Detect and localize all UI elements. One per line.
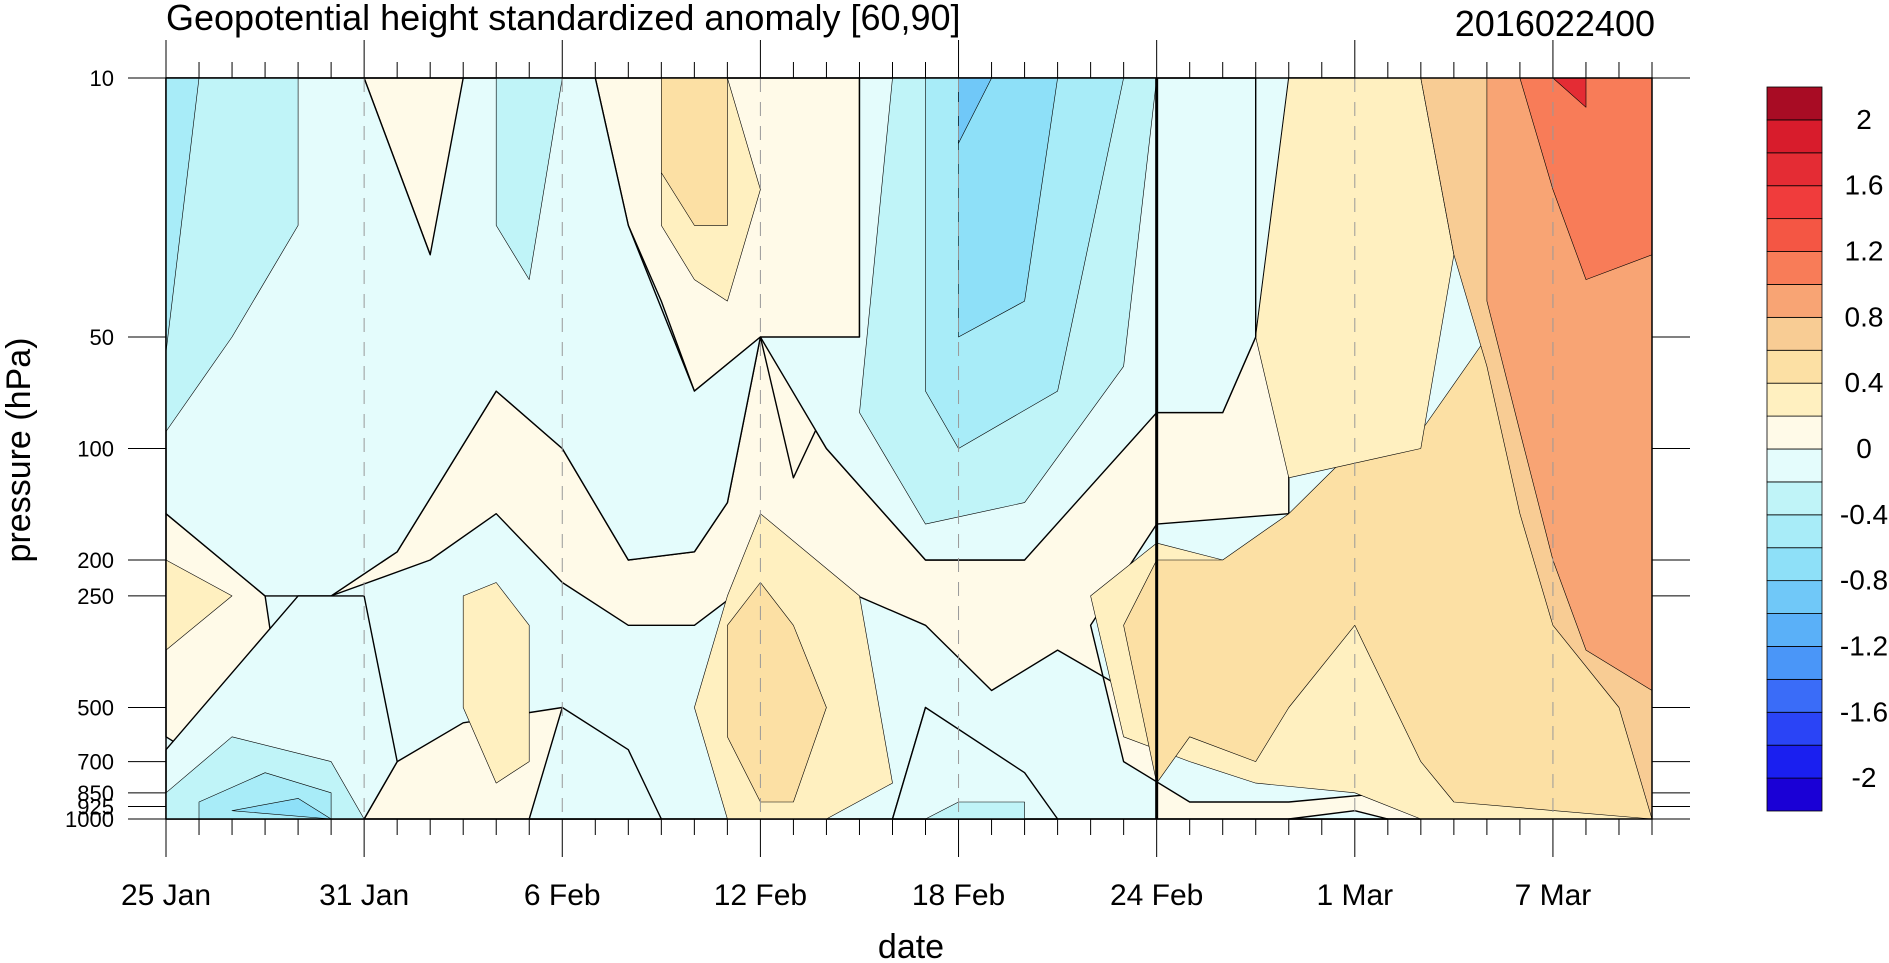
y-tick-label: 50 (90, 325, 114, 350)
colorbar-swatch (1766, 86, 1823, 121)
colorbar-label: -1.6 (1840, 696, 1888, 727)
colorbar-swatch (1766, 152, 1823, 187)
colorbar-label: 1.2 (1845, 236, 1884, 267)
colorbar-swatch (1766, 251, 1823, 285)
x-tick-label: 25 Jan (121, 879, 211, 912)
y-tick-label: 925 (77, 794, 114, 819)
colorbar (1766, 86, 1823, 812)
x-tick-label: 24 Feb (1110, 879, 1203, 912)
contour-region-10 (727, 582, 827, 803)
colorbar-label: 1.6 (1845, 170, 1884, 201)
colorbar-swatch (1766, 316, 1823, 351)
colorbar-swatch (1766, 744, 1823, 779)
x-tick-label: 1 Mar (1316, 879, 1393, 912)
x-tick-label: 7 Mar (1515, 879, 1592, 912)
colorbar-swatch (1766, 448, 1823, 483)
y-axis-title: pressure (hPa) (0, 338, 38, 563)
colorbar-swatch (1766, 678, 1823, 713)
y-tick-label: 700 (77, 750, 114, 775)
contour-region-30 (231, 798, 332, 820)
x-tick-label: 18 Feb (912, 879, 1005, 912)
contour-regions (165, 77, 1653, 820)
x-axis-ticks: 25 Jan 31 Jan 6 Feb 12 Feb 18 Feb 24 Feb 1 Mar… (121, 40, 1653, 912)
colorbar-labels: 2 1.6 1.2 0.8 0.4 0 -0.4 -0.8 -1.2 -1.6 -2 (1840, 104, 1888, 793)
colorbar-swatch (1766, 646, 1823, 680)
y-tick-label: 10 (90, 66, 114, 91)
date-stamp: 2016022400 (1455, 3, 1655, 44)
x-axis-title: date (878, 928, 944, 963)
colorbar-swatch (1766, 349, 1823, 384)
colorbar-swatch (1766, 514, 1823, 549)
colorbar-swatch (1766, 580, 1823, 614)
y-tick-label: 100 (77, 437, 114, 462)
contour-region-8 (462, 582, 530, 784)
colorbar-swatch (1766, 382, 1823, 417)
x-tick-label: 31 Jan (319, 879, 409, 912)
colorbar-swatch (1766, 119, 1823, 154)
colorbar-label: -1.2 (1840, 630, 1888, 661)
chart-title: Geopotential height standardized anomaly… (166, 0, 961, 38)
colorbar-label: -2 (1852, 762, 1877, 793)
colorbar-swatch (1766, 185, 1823, 220)
x-tick-label: 12 Feb (714, 879, 807, 912)
colorbar-swatch (1766, 547, 1823, 582)
colorbar-label: 0.4 (1845, 367, 1884, 398)
y-tick-label: 1000 (65, 807, 114, 832)
colorbar-label: 2 (1856, 104, 1872, 135)
colorbar-label: 0 (1856, 433, 1872, 464)
x-tick-label: 6 Feb (524, 879, 601, 912)
colorbar-swatch (1766, 284, 1823, 318)
y-tick-label: 200 (77, 548, 114, 573)
y-tick-label: 250 (77, 584, 114, 609)
colorbar-swatch (1766, 481, 1823, 516)
colorbar-swatch (1766, 218, 1823, 252)
colorbar-label: -0.8 (1840, 565, 1888, 596)
y-tick-label: 850 (77, 781, 114, 806)
colorbar-swatch (1766, 415, 1823, 450)
colorbar-swatch (1766, 777, 1823, 812)
colorbar-label: 0.8 (1845, 301, 1884, 332)
colorbar-swatch (1766, 613, 1823, 647)
y-tick-label: 500 (77, 695, 114, 720)
colorbar-label: -0.4 (1840, 499, 1888, 530)
colorbar-swatch (1766, 711, 1823, 746)
